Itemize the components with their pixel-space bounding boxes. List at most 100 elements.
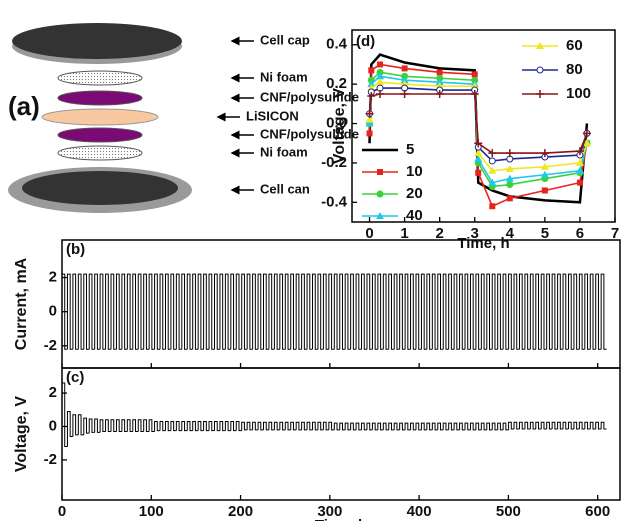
cycle bbox=[328, 421, 335, 431]
cnf-layer bbox=[57, 127, 143, 143]
layer-label: CNF/polysulfide bbox=[260, 126, 359, 141]
cycle bbox=[415, 273, 422, 350]
marker bbox=[400, 90, 409, 98]
cycle bbox=[235, 273, 242, 350]
marker bbox=[474, 154, 483, 162]
cycle bbox=[126, 273, 133, 350]
cycle bbox=[197, 273, 204, 350]
cycle bbox=[371, 273, 378, 350]
cycle bbox=[584, 273, 591, 350]
cycle bbox=[322, 273, 329, 350]
cycle bbox=[290, 421, 297, 431]
y-tick-label: 2 bbox=[49, 269, 57, 286]
cycle bbox=[246, 421, 253, 431]
cycle bbox=[181, 420, 188, 432]
cycle bbox=[268, 273, 275, 350]
cycle bbox=[301, 273, 308, 350]
cycle bbox=[366, 273, 373, 350]
ni-foam bbox=[57, 145, 143, 161]
cycle bbox=[355, 273, 362, 350]
cycle bbox=[377, 273, 384, 350]
cycle bbox=[110, 273, 117, 350]
marker bbox=[470, 90, 479, 98]
legend-label: 80 bbox=[566, 61, 583, 78]
x-tick-label: 300 bbox=[317, 503, 342, 520]
marker bbox=[367, 91, 376, 100]
cycle bbox=[459, 273, 466, 350]
cycle bbox=[126, 419, 133, 432]
y-tick-label: -0.2 bbox=[321, 154, 347, 171]
cycle bbox=[437, 422, 444, 431]
cycle bbox=[562, 273, 569, 350]
marker bbox=[576, 179, 583, 186]
lisicon bbox=[41, 108, 159, 126]
cycle bbox=[388, 273, 395, 350]
cycle bbox=[508, 421, 515, 430]
cycle bbox=[540, 273, 547, 350]
layer-label: Ni foam bbox=[260, 144, 308, 159]
cycle bbox=[431, 273, 438, 350]
marker bbox=[376, 90, 385, 98]
cycle bbox=[535, 273, 542, 350]
cycle bbox=[213, 273, 220, 350]
x-tick-label: 200 bbox=[228, 503, 253, 520]
cycle bbox=[99, 273, 106, 350]
cycle bbox=[415, 422, 422, 431]
x-tick-label: 4 bbox=[506, 225, 515, 242]
cycle bbox=[600, 273, 607, 350]
cell-diagram: (a) bbox=[8, 23, 192, 213]
marker bbox=[474, 139, 483, 148]
cycle bbox=[252, 273, 259, 350]
cycle bbox=[230, 273, 237, 350]
cycle bbox=[273, 273, 280, 350]
cycle bbox=[312, 273, 318, 350]
cycle bbox=[573, 421, 580, 430]
cycle bbox=[170, 420, 177, 432]
layer-label: Ni foam bbox=[260, 69, 308, 84]
cycle bbox=[99, 419, 106, 433]
cycle bbox=[328, 273, 335, 350]
cycle bbox=[393, 273, 400, 350]
y-tick-label: 0.0 bbox=[326, 115, 347, 132]
panel-label: (b) bbox=[66, 241, 85, 258]
marker bbox=[505, 149, 514, 158]
cycle bbox=[83, 417, 90, 435]
y-tick-label: -0.4 bbox=[321, 193, 348, 210]
cycle bbox=[268, 421, 275, 431]
cycle bbox=[159, 420, 166, 432]
cycle bbox=[557, 273, 564, 350]
cycle bbox=[491, 422, 498, 431]
marker bbox=[582, 129, 591, 138]
marker bbox=[506, 181, 514, 189]
y-tick-label: 0.2 bbox=[326, 75, 347, 92]
cycle bbox=[546, 273, 553, 350]
marker bbox=[575, 147, 584, 156]
cycle bbox=[317, 421, 324, 431]
legend-label: 40 bbox=[406, 207, 423, 224]
marker bbox=[488, 149, 497, 158]
cycle bbox=[219, 273, 226, 350]
marker bbox=[541, 187, 548, 194]
cycle bbox=[263, 421, 269, 431]
cycle bbox=[426, 273, 433, 350]
cycle bbox=[208, 273, 215, 350]
cycle bbox=[132, 419, 139, 432]
cycle bbox=[154, 273, 161, 350]
cycle bbox=[154, 420, 161, 432]
cycle bbox=[246, 273, 253, 350]
x-tick-label: 500 bbox=[496, 503, 521, 520]
cycle bbox=[186, 420, 193, 432]
x-tick-label: 0 bbox=[365, 225, 373, 242]
panel-label: (a) bbox=[8, 91, 40, 121]
layer-label: LiSICON bbox=[246, 108, 299, 123]
cycle bbox=[589, 421, 596, 430]
cycle bbox=[213, 420, 220, 432]
cycle bbox=[224, 420, 231, 432]
cycle bbox=[257, 421, 264, 431]
legend-marker bbox=[376, 212, 384, 219]
cycle bbox=[62, 382, 68, 448]
cycle bbox=[148, 419, 155, 432]
cycle bbox=[595, 273, 602, 350]
marker bbox=[435, 90, 444, 98]
marker bbox=[435, 78, 444, 86]
